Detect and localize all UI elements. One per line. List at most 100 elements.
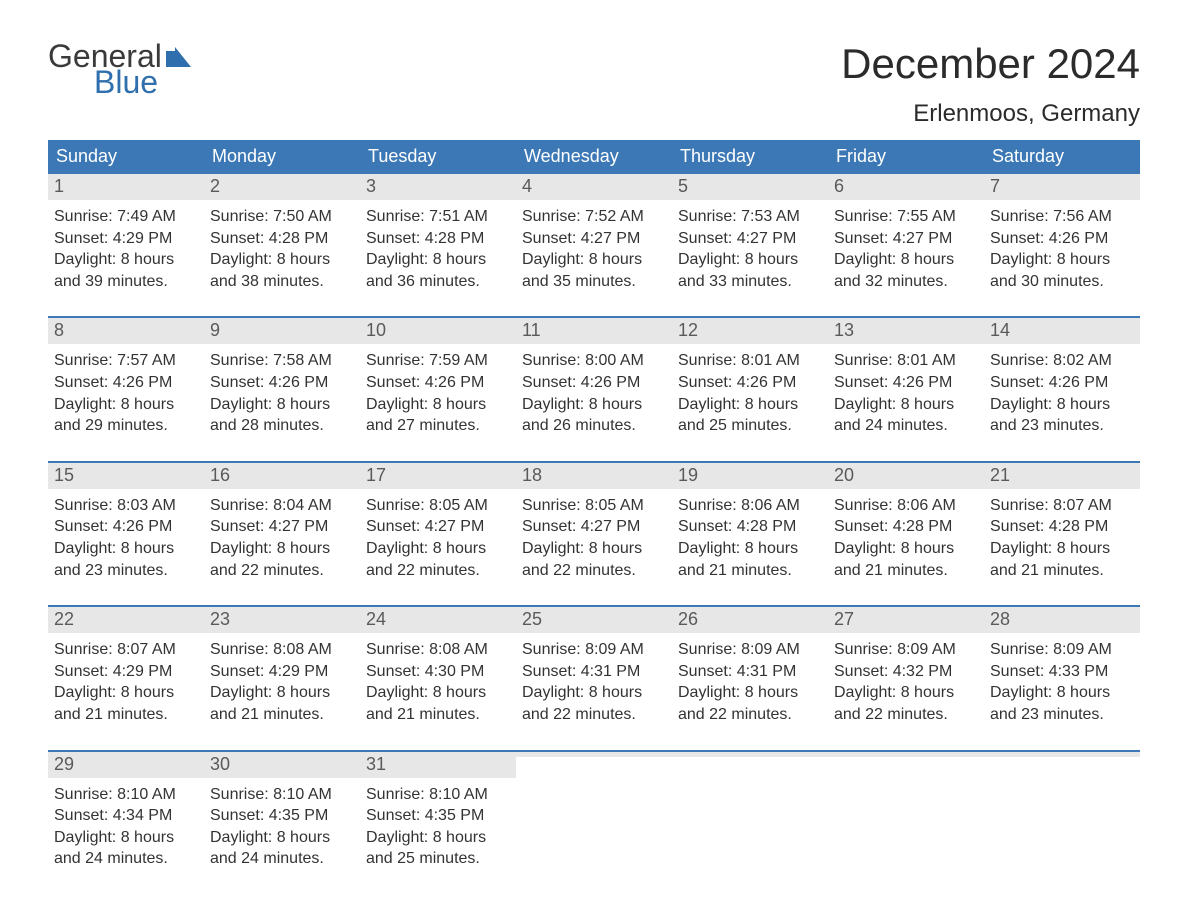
calendar-week: 15Sunrise: 8:03 AMSunset: 4:26 PMDayligh… <box>48 461 1140 591</box>
day-dl1: Daylight: 8 hours <box>54 394 198 416</box>
calendar-cell: 15Sunrise: 8:03 AMSunset: 4:26 PMDayligh… <box>48 463 204 591</box>
day-sunrise: Sunrise: 7:50 AM <box>210 206 354 228</box>
day-dl1: Daylight: 8 hours <box>54 827 198 849</box>
day-dl1: Daylight: 8 hours <box>522 249 666 271</box>
day-sunset: Sunset: 4:28 PM <box>834 516 978 538</box>
day-dl1: Daylight: 8 hours <box>210 827 354 849</box>
day-body <box>516 757 672 855</box>
day-sunset: Sunset: 4:29 PM <box>54 228 198 250</box>
day-number: 9 <box>210 320 220 340</box>
day-sunset: Sunset: 4:26 PM <box>990 372 1134 394</box>
daynum-row: 17 <box>360 463 516 489</box>
calendar-cell: 17Sunrise: 8:05 AMSunset: 4:27 PMDayligh… <box>360 463 516 591</box>
day-body <box>828 757 984 855</box>
daynum-row: 8 <box>48 318 204 344</box>
day-number: 23 <box>210 609 230 629</box>
day-dl1: Daylight: 8 hours <box>522 538 666 560</box>
day-dl2: and 30 minutes. <box>990 271 1134 293</box>
day-sunrise: Sunrise: 8:09 AM <box>990 639 1134 661</box>
day-dl2: and 21 minutes. <box>990 560 1134 582</box>
daynum-row: 21 <box>984 463 1140 489</box>
calendar-week: 29Sunrise: 8:10 AMSunset: 4:34 PMDayligh… <box>48 750 1140 880</box>
dayhead-friday: Friday <box>828 140 984 174</box>
day-number: 18 <box>522 465 542 485</box>
day-body: Sunrise: 7:56 AMSunset: 4:26 PMDaylight:… <box>984 200 1140 302</box>
day-sunrise: Sunrise: 8:07 AM <box>990 495 1134 517</box>
day-dl2: and 26 minutes. <box>522 415 666 437</box>
day-sunrise: Sunrise: 8:09 AM <box>834 639 978 661</box>
daynum-row: 16 <box>204 463 360 489</box>
day-body: Sunrise: 7:49 AMSunset: 4:29 PMDaylight:… <box>48 200 204 302</box>
daynum-row: 30 <box>204 752 360 778</box>
day-sunrise: Sunrise: 8:05 AM <box>366 495 510 517</box>
day-number: 2 <box>210 176 220 196</box>
day-dl2: and 23 minutes. <box>990 415 1134 437</box>
day-number: 17 <box>366 465 386 485</box>
calendar-cell: 5Sunrise: 7:53 AMSunset: 4:27 PMDaylight… <box>672 174 828 302</box>
day-sunrise: Sunrise: 7:58 AM <box>210 350 354 372</box>
day-number: 11 <box>522 320 541 340</box>
daynum-row: 23 <box>204 607 360 633</box>
day-dl2: and 32 minutes. <box>834 271 978 293</box>
calendar-cell: 11Sunrise: 8:00 AMSunset: 4:26 PMDayligh… <box>516 318 672 446</box>
dayhead-sunday: Sunday <box>48 140 204 174</box>
day-sunset: Sunset: 4:31 PM <box>522 661 666 683</box>
day-sunset: Sunset: 4:35 PM <box>366 805 510 827</box>
day-dl1: Daylight: 8 hours <box>678 538 822 560</box>
day-dl2: and 36 minutes. <box>366 271 510 293</box>
dayhead-monday: Monday <box>204 140 360 174</box>
day-body: Sunrise: 8:10 AMSunset: 4:34 PMDaylight:… <box>48 778 204 880</box>
day-number: 26 <box>678 609 698 629</box>
day-number: 20 <box>834 465 854 485</box>
calendar-cell: 3Sunrise: 7:51 AMSunset: 4:28 PMDaylight… <box>360 174 516 302</box>
day-number: 4 <box>522 176 532 196</box>
logo-text-blue: Blue <box>48 66 194 98</box>
daynum-row: 31 <box>360 752 516 778</box>
day-number: 28 <box>990 609 1010 629</box>
day-dl2: and 25 minutes. <box>366 848 510 870</box>
day-dl2: and 22 minutes. <box>522 560 666 582</box>
day-body: Sunrise: 8:09 AMSunset: 4:32 PMDaylight:… <box>828 633 984 735</box>
day-body: Sunrise: 7:58 AMSunset: 4:26 PMDaylight:… <box>204 344 360 446</box>
day-sunset: Sunset: 4:29 PM <box>210 661 354 683</box>
day-dl1: Daylight: 8 hours <box>54 682 198 704</box>
daynum-row: 26 <box>672 607 828 633</box>
day-dl2: and 38 minutes. <box>210 271 354 293</box>
day-sunrise: Sunrise: 8:07 AM <box>54 639 198 661</box>
day-dl2: and 22 minutes. <box>678 704 822 726</box>
day-number: 22 <box>54 609 74 629</box>
day-body: Sunrise: 7:52 AMSunset: 4:27 PMDaylight:… <box>516 200 672 302</box>
day-body: Sunrise: 7:51 AMSunset: 4:28 PMDaylight:… <box>360 200 516 302</box>
calendar-cell: 29Sunrise: 8:10 AMSunset: 4:34 PMDayligh… <box>48 752 204 880</box>
calendar-cell: 26Sunrise: 8:09 AMSunset: 4:31 PMDayligh… <box>672 607 828 735</box>
day-dl2: and 21 minutes. <box>54 704 198 726</box>
day-dl1: Daylight: 8 hours <box>834 394 978 416</box>
day-dl1: Daylight: 8 hours <box>522 682 666 704</box>
calendar-cell: 28Sunrise: 8:09 AMSunset: 4:33 PMDayligh… <box>984 607 1140 735</box>
day-sunrise: Sunrise: 8:08 AM <box>366 639 510 661</box>
calendar: Sunday Monday Tuesday Wednesday Thursday… <box>48 140 1140 880</box>
day-number: 13 <box>834 320 854 340</box>
calendar-cell: 12Sunrise: 8:01 AMSunset: 4:26 PMDayligh… <box>672 318 828 446</box>
day-dl1: Daylight: 8 hours <box>366 249 510 271</box>
day-sunrise: Sunrise: 8:01 AM <box>678 350 822 372</box>
day-sunrise: Sunrise: 8:00 AM <box>522 350 666 372</box>
day-dl1: Daylight: 8 hours <box>678 249 822 271</box>
day-sunrise: Sunrise: 7:49 AM <box>54 206 198 228</box>
day-number: 19 <box>678 465 698 485</box>
day-dl1: Daylight: 8 hours <box>678 682 822 704</box>
day-sunrise: Sunrise: 8:10 AM <box>54 784 198 806</box>
calendar-cell: 18Sunrise: 8:05 AMSunset: 4:27 PMDayligh… <box>516 463 672 591</box>
calendar-cell: 14Sunrise: 8:02 AMSunset: 4:26 PMDayligh… <box>984 318 1140 446</box>
day-sunset: Sunset: 4:27 PM <box>522 228 666 250</box>
day-number: 24 <box>366 609 386 629</box>
daynum-row: 27 <box>828 607 984 633</box>
day-dl2: and 21 minutes. <box>210 704 354 726</box>
daynum-row: 18 <box>516 463 672 489</box>
day-sunset: Sunset: 4:26 PM <box>366 372 510 394</box>
day-body: Sunrise: 7:57 AMSunset: 4:26 PMDaylight:… <box>48 344 204 446</box>
daynum-row: 5 <box>672 174 828 200</box>
day-dl1: Daylight: 8 hours <box>210 249 354 271</box>
dayhead-saturday: Saturday <box>984 140 1140 174</box>
calendar-cell <box>516 752 672 880</box>
